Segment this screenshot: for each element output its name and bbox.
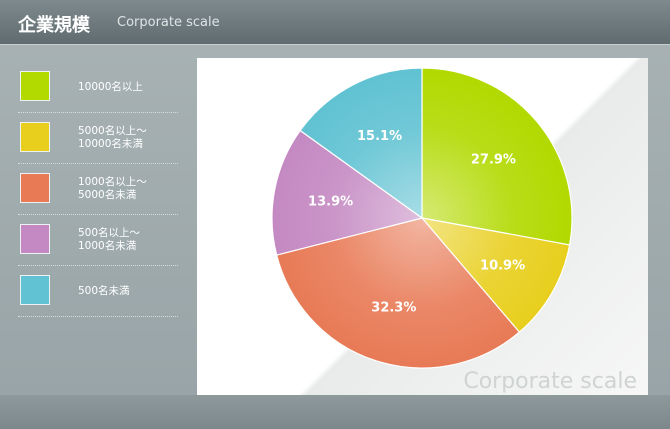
data-label: 32.3% — [371, 301, 416, 316]
legend-item: 5000名以上～ 10000名未満 — [18, 113, 178, 164]
legend-item: 500名未満 — [18, 266, 178, 317]
legend-item: 500名以上～ 1000名未満 — [18, 215, 178, 266]
legend-swatch — [20, 173, 50, 203]
watermark: Corporate scale — [463, 369, 637, 394]
data-label: 13.9% — [308, 195, 353, 210]
legend-swatch — [20, 224, 50, 254]
legend-swatch — [20, 71, 50, 101]
legend-item: 1000名以上～ 5000名未満 — [18, 164, 178, 215]
data-label: 10.9% — [480, 258, 525, 273]
legend-label: 500名以上～ 1000名未満 — [78, 227, 141, 252]
chart: Corporate scale 27.9% 10.9% 32.3% 13.9% 15.1… — [271, 67, 637, 394]
legend-swatch — [20, 275, 50, 305]
header: 企業規模 Corporate scale — [0, 0, 670, 45]
legend-label: 1000名以上～ 5000名未満 — [78, 176, 147, 201]
chart-area: Corporate scale 27.9% 10.9% 32.3% 13.9% 15.1… — [197, 58, 648, 403]
subtitle: Corporate scale — [117, 15, 220, 30]
pie-shine — [272, 68, 572, 368]
data-label: 27.9% — [471, 152, 516, 167]
legend-item: 10000名以上 — [18, 62, 178, 113]
title: 企業規模 — [18, 15, 90, 36]
legend-swatch — [20, 122, 50, 152]
legend: 10000名以上 5000名以上～ 10000名未満 1000名以上～ 5000名未… — [18, 62, 178, 317]
legend-label: 5000名以上～ 10000名未満 — [78, 125, 147, 150]
legend-label: 500名未満 — [78, 284, 130, 297]
data-label: 15.1% — [357, 129, 402, 144]
legend-label: 10000名以上 — [78, 80, 143, 93]
footer — [0, 395, 670, 429]
